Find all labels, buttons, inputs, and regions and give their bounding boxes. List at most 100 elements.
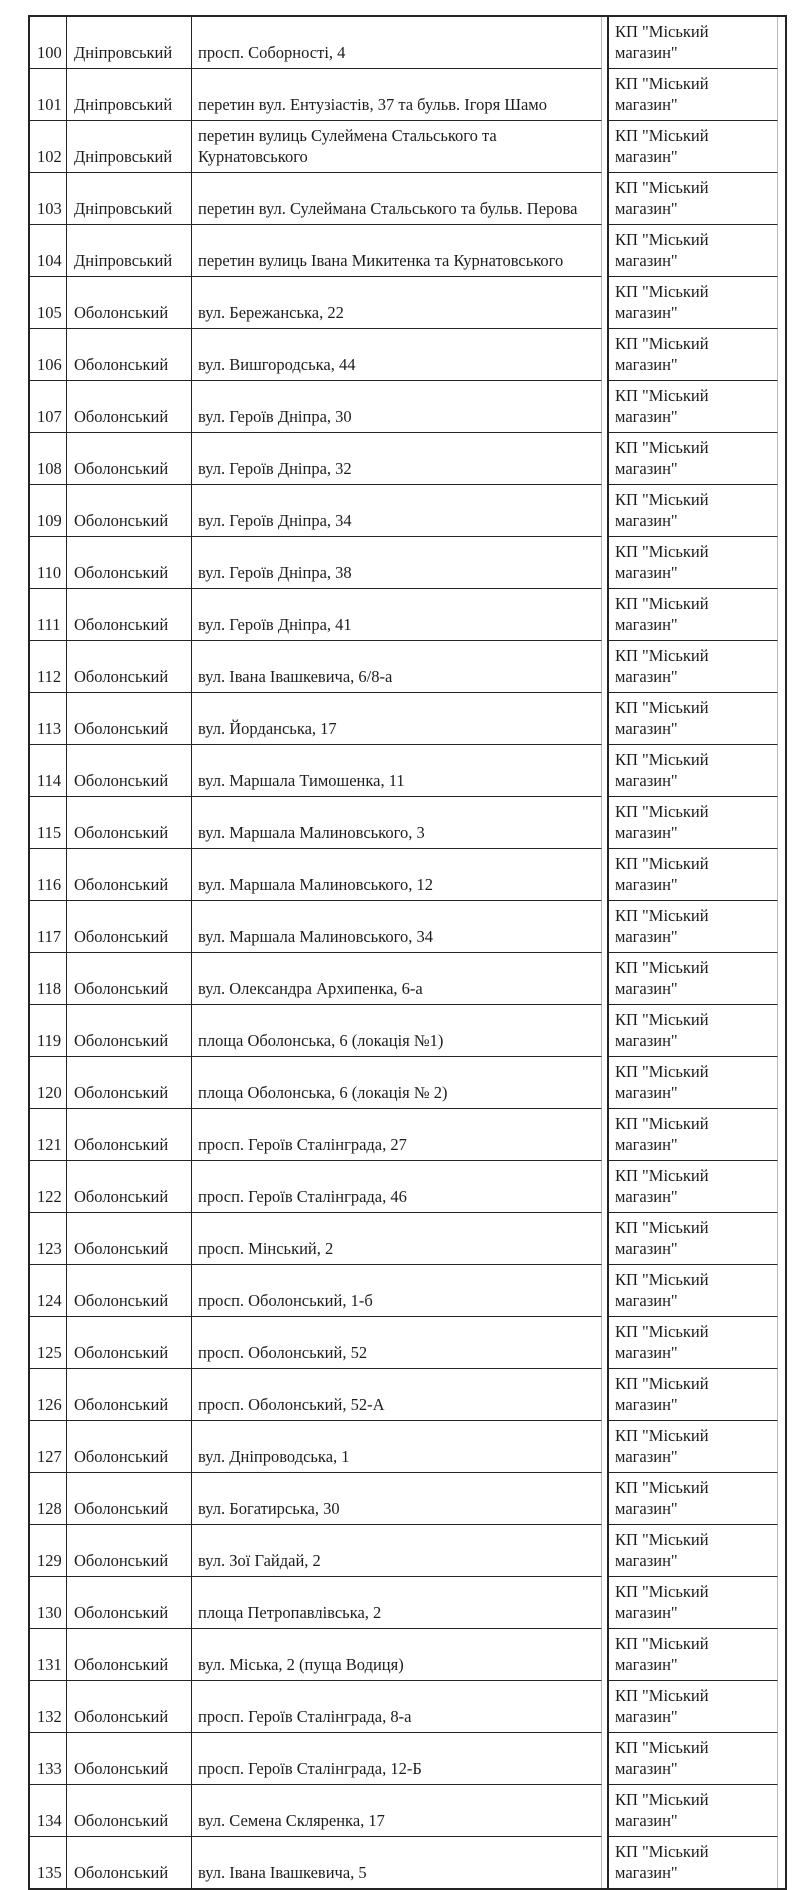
address-cell: просп. Оболонський, 52-А xyxy=(192,1369,602,1421)
table-right-gap xyxy=(778,277,785,329)
table-right-gap xyxy=(778,1629,785,1681)
table-body: 100 Дніпровський просп. Соборності, 4 КП "М… xyxy=(30,17,785,1888)
table-right-gap xyxy=(778,1109,785,1161)
column-gap xyxy=(602,1265,609,1317)
district-cell: Оболонський xyxy=(67,849,192,901)
district-cell: Оболонський xyxy=(67,1317,192,1369)
district-cell: Оболонський xyxy=(67,329,192,381)
operator-cell: КП "Міський магазин" xyxy=(609,1785,778,1837)
table-row: 104 Дніпровський перетин вулиць Івана Мики… xyxy=(30,225,785,277)
address-cell: перетин вул. Ентузіастів, 37 та бульв. І… xyxy=(192,69,602,121)
column-gap xyxy=(602,1733,609,1785)
row-number-cell: 113 xyxy=(30,693,67,745)
table-right-gap xyxy=(778,693,785,745)
row-number-cell: 128 xyxy=(30,1473,67,1525)
address-cell: просп. Оболонський, 52 xyxy=(192,1317,602,1369)
table-row: 106 Оболонський вул. Вишгородська, 44 КП "М… xyxy=(30,329,785,381)
operator-cell: КП "Міський магазин" xyxy=(609,1421,778,1473)
operator-cell: КП "Міський магазин" xyxy=(609,641,778,693)
operator-cell: КП "Міський магазин" xyxy=(609,953,778,1005)
operator-cell: КП "Міський магазин" xyxy=(609,1577,778,1629)
table-right-gap xyxy=(778,173,785,225)
table-row: 126 Оболонський просп. Оболонський, 52-А КП… xyxy=(30,1369,785,1421)
table-right-gap xyxy=(778,1681,785,1733)
table-row: 103 Дніпровський перетин вул. Сулеймана Ст… xyxy=(30,173,785,225)
table-right-gap xyxy=(778,1733,785,1785)
district-cell: Дніпровський xyxy=(67,173,192,225)
row-number-cell: 126 xyxy=(30,1369,67,1421)
operator-cell: КП "Міський магазин" xyxy=(609,1317,778,1369)
row-number-cell: 122 xyxy=(30,1161,67,1213)
table-right-gap xyxy=(778,1005,785,1057)
row-number-cell: 125 xyxy=(30,1317,67,1369)
column-gap xyxy=(602,1525,609,1577)
row-number-cell: 119 xyxy=(30,1005,67,1057)
address-cell: просп. Героїв Сталінграда, 12-Б xyxy=(192,1733,602,1785)
table-right-gap xyxy=(778,589,785,641)
operator-cell: КП "Міський магазин" xyxy=(609,693,778,745)
address-cell: вул. Маршала Малиновського, 34 xyxy=(192,901,602,953)
address-cell: вул. Йорданська, 17 xyxy=(192,693,602,745)
column-gap xyxy=(602,17,609,69)
row-number-cell: 131 xyxy=(30,1629,67,1681)
table-right-gap xyxy=(778,1421,785,1473)
address-cell: просп. Мінський, 2 xyxy=(192,1213,602,1265)
table-row: 102 Дніпровський перетин вулиць Сулеймена … xyxy=(30,121,785,173)
row-number-cell: 133 xyxy=(30,1733,67,1785)
address-cell: вул. Маршала Тимошенка, 11 xyxy=(192,745,602,797)
table-row: 114 Оболонський вул. Маршала Тимошенка, 11… xyxy=(30,745,785,797)
address-cell: просп. Героїв Сталінграда, 46 xyxy=(192,1161,602,1213)
table-row: 109 Оболонський вул. Героїв Дніпра, 34 КП "… xyxy=(30,485,785,537)
column-gap xyxy=(602,225,609,277)
row-number-cell: 100 xyxy=(30,17,67,69)
column-gap xyxy=(602,1577,609,1629)
table-row: 108 Оболонський вул. Героїв Дніпра, 32 КП "… xyxy=(30,433,785,485)
table-row: 101 Дніпровський перетин вул. Ентузіастів,… xyxy=(30,69,785,121)
district-cell: Оболонський xyxy=(67,901,192,953)
row-number-cell: 106 xyxy=(30,329,67,381)
address-cell: площа Петропавлівська, 2 xyxy=(192,1577,602,1629)
table-row: 119 Оболонський площа Оболонська, 6 (локац… xyxy=(30,1005,785,1057)
operator-cell: КП "Міський магазин" xyxy=(609,69,778,121)
district-cell: Оболонський xyxy=(67,1161,192,1213)
table-row: 125 Оболонський просп. Оболонський, 52 КП "… xyxy=(30,1317,785,1369)
district-cell: Оболонський xyxy=(67,277,192,329)
table-row: 132 Оболонський просп. Героїв Сталінграда,… xyxy=(30,1681,785,1733)
column-gap xyxy=(602,329,609,381)
column-gap xyxy=(602,1109,609,1161)
address-cell: вул. Маршала Малиновського, 12 xyxy=(192,849,602,901)
operator-cell: КП "Міський магазин" xyxy=(609,329,778,381)
table-right-gap xyxy=(778,641,785,693)
table-right-gap xyxy=(778,1057,785,1109)
row-number-cell: 127 xyxy=(30,1421,67,1473)
operator-cell: КП "Міський магазин" xyxy=(609,1057,778,1109)
row-number-cell: 101 xyxy=(30,69,67,121)
district-cell: Оболонський xyxy=(67,1005,192,1057)
district-cell: Оболонський xyxy=(67,485,192,537)
address-cell: перетин вулиць Івана Микитенка та Курнат… xyxy=(192,225,602,277)
address-cell: вул. Івана Івашкевича, 5 xyxy=(192,1837,602,1888)
column-gap xyxy=(602,745,609,797)
table-row: 117 Оболонський вул. Маршала Малиновського… xyxy=(30,901,785,953)
operator-cell: КП "Міський магазин" xyxy=(609,537,778,589)
column-gap xyxy=(602,953,609,1005)
table-row: 115 Оболонський вул. Маршала Малиновського… xyxy=(30,797,785,849)
operator-cell: КП "Міський магазин" xyxy=(609,1837,778,1888)
operator-cell: КП "Міський магазин" xyxy=(609,1369,778,1421)
column-gap xyxy=(602,589,609,641)
table-row: 111 Оболонський вул. Героїв Дніпра, 41 КП "… xyxy=(30,589,785,641)
table-right-gap xyxy=(778,1369,785,1421)
column-gap xyxy=(602,1369,609,1421)
table-row: 133 Оболонський просп. Героїв Сталінграда,… xyxy=(30,1733,785,1785)
column-gap xyxy=(602,433,609,485)
district-cell: Дніпровський xyxy=(67,17,192,69)
column-gap xyxy=(602,1837,609,1888)
row-number-cell: 110 xyxy=(30,537,67,589)
address-cell: просп. Соборності, 4 xyxy=(192,17,602,69)
address-cell: вул. Героїв Дніпра, 34 xyxy=(192,485,602,537)
address-cell: перетин вул. Сулеймана Стальського та бу… xyxy=(192,173,602,225)
operator-cell: КП "Міський магазин" xyxy=(609,225,778,277)
table-right-gap xyxy=(778,1785,785,1837)
address-cell: площа Оболонська, 6 (локація № 2) xyxy=(192,1057,602,1109)
table-row: 130 Оболонський площа Петропавлівська, 2 КП… xyxy=(30,1577,785,1629)
